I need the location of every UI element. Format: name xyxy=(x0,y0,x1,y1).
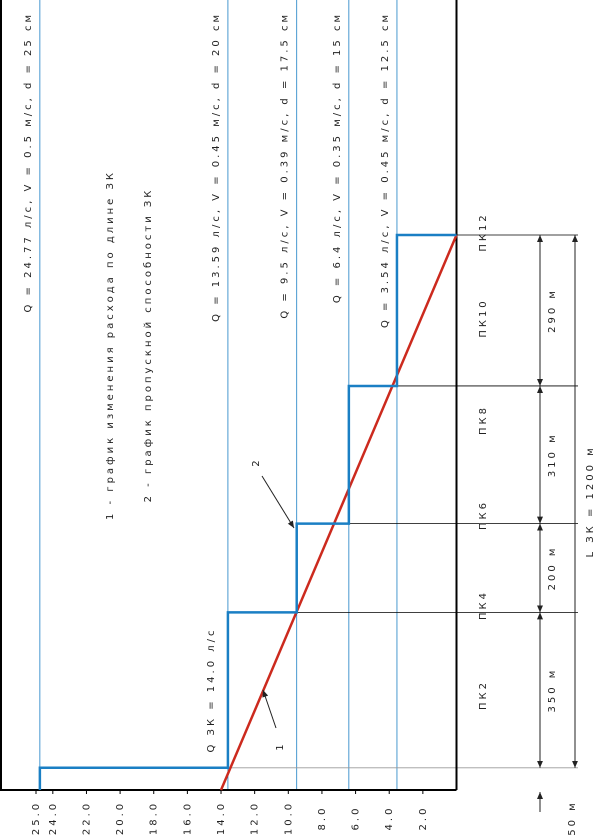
leader-label: 1 xyxy=(275,741,286,750)
y-tick-label: 24.0 xyxy=(48,801,59,835)
y-tick-label: 18.0 xyxy=(149,801,160,835)
start-flow-label: Q ЗК = 14.0 л/с xyxy=(206,628,217,753)
y-tick-label: 8.0 xyxy=(317,806,328,831)
leader xyxy=(262,689,277,729)
picket-label: ПК8 xyxy=(478,405,489,435)
legend-entry: 1 - график изменения расхода по длине ЗК xyxy=(105,170,116,520)
y-tick-label: 25.0 xyxy=(31,801,42,835)
series-line xyxy=(219,234,458,791)
y-tick-label: 6.0 xyxy=(351,806,362,831)
y-tick-label: 4.0 xyxy=(384,806,395,831)
picket-label: ПК4 xyxy=(478,590,489,620)
y-tick-label: 20.0 xyxy=(115,801,126,835)
y-tick-label: 2.0 xyxy=(418,806,429,831)
dimension-label: L ЗК = 1200 м xyxy=(585,445,596,557)
series-line xyxy=(38,233,457,790)
flow-label: Q = 24.77 л/с, V = 0.5 м/с, d = 25 см xyxy=(23,12,34,313)
dimension-label: 290 м xyxy=(547,288,558,333)
y-tick-label: 10.0 xyxy=(283,801,294,835)
picket-label: ПК2 xyxy=(478,680,489,710)
dimension-label: 310 м xyxy=(547,432,558,477)
y-tick-label: 14.0 xyxy=(216,801,227,835)
dimension-label: 200 м xyxy=(547,546,558,591)
y-tick-label: 16.0 xyxy=(182,801,193,835)
flow-label: Q = 13.59 л/с, V = 0.45 м/с, d = 20 см xyxy=(211,12,222,322)
picket-label: ПК6 xyxy=(478,500,489,530)
picket-label: ПК10 xyxy=(478,298,489,337)
leader xyxy=(261,475,295,529)
dimension-label: 50 м xyxy=(567,800,578,835)
flow-label: Q = 3.54 л/с, V = 0.45 м/с, d = 12.5 см xyxy=(380,12,391,328)
leader-label: 2 xyxy=(251,457,262,466)
y-tick-label: 12.0 xyxy=(250,801,261,835)
flow-label: Q = 9.5 л/с, V = 0.39 м/с, d = 17.5 см xyxy=(280,12,291,319)
flow-label: Q = 6.4 л/с, V = 0.35 м/с, d = 15 см xyxy=(332,12,343,303)
picket-label: ПК12 xyxy=(478,212,489,251)
legend-entry: 2 - график пропускной способности ЗК xyxy=(143,188,154,503)
y-tick-label: 22.0 xyxy=(81,801,92,835)
dimension-label: 350 м xyxy=(547,668,558,713)
